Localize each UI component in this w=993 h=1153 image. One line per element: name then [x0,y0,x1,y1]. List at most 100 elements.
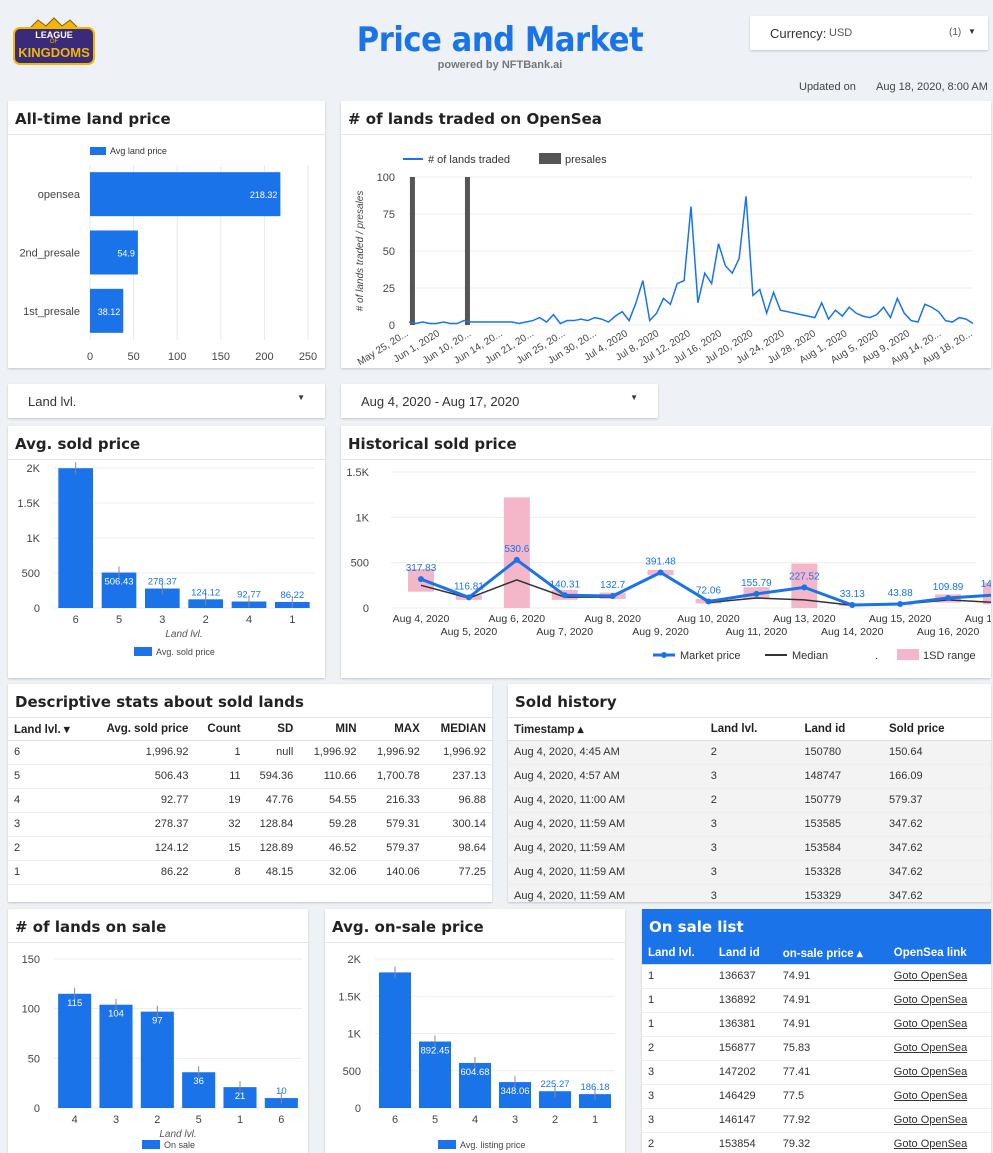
data-label: 38.12 [98,307,121,317]
x-tick-label: 0 [87,351,93,363]
table-cell[interactable]: Goto OpenSea [887,1132,991,1153]
opensea-link[interactable]: Goto OpenSea [893,1066,968,1078]
column-header[interactable]: SD [246,718,300,741]
data-label: 227.52 [789,571,820,582]
table-cell: 1 [8,860,86,885]
legend-label: On sale [164,1140,195,1150]
table-cell[interactable]: Goto OpenSea [887,988,991,1013]
x-tick-label: 6 [392,1114,398,1126]
land-lvl-filter[interactable]: Land lvl. ▼ [8,384,325,418]
x-tick-label: Aug 4, 2020 [393,613,450,625]
table-cell: 1 [194,740,247,765]
opensea-link[interactable]: Goto OpenSea [893,1114,968,1126]
opensea-link[interactable]: Goto OpenSea [893,994,968,1006]
table-cell: 5 [8,764,86,789]
opensea-link[interactable]: Goto OpenSea [893,970,968,982]
x-axis-label: Land lvl. [165,629,202,640]
legend-label: Market price [680,650,741,662]
column-header[interactable]: MAX [362,718,426,741]
column-header[interactable]: Sold price [882,718,991,741]
opensea-link[interactable]: Goto OpenSea [893,1042,968,1054]
x-tick-label: Aug 17, 2020 [965,613,991,625]
column-header[interactable]: Count [194,718,247,741]
table-cell: Aug 4, 2020, 11:59 AM [508,860,705,885]
column-header[interactable]: Land lvl. ▾ [8,718,86,741]
column-header[interactable]: MEDIAN [425,718,492,741]
table-cell: 75.83 [776,1036,888,1061]
onsale-list-title: On sale list [649,918,744,936]
column-header[interactable]: Land id [712,942,777,965]
legend-swatch [897,649,919,660]
table-cell[interactable]: Goto OpenSea [887,1012,991,1037]
table-cell: 146429 [712,1084,777,1109]
legend-label: # of lands traded [428,154,510,166]
table-cell: 579.31 [362,812,426,837]
column-header[interactable]: Timestamp ▴ [508,718,705,741]
y-tick-label: 500 [343,1066,361,1078]
column-header[interactable]: OpenSea link [887,942,991,965]
table-row: Aug 4, 2020, 11:59 AM 3 153329 347.62 [508,884,991,902]
opensea-link[interactable]: Goto OpenSea [893,1138,968,1150]
opensea-link[interactable]: Goto OpenSea [893,1090,968,1102]
date-range-filter[interactable]: Aug 4, 2020 - Aug 17, 2020 ▼ [341,384,658,418]
x-tick-label: Aug 7, 2020 [536,626,593,638]
table-cell: 347.62 [882,860,991,885]
table-cell: 3 [704,860,799,885]
x-tick-label: Aug 10, 2020 [677,613,740,625]
column-header[interactable]: Avg. sold price [86,718,195,741]
table-cell: 579.37 [882,788,991,813]
data-label: 132.7 [600,580,625,591]
table-cell: Aug 4, 2020, 4:57 AM [508,764,705,789]
table-cell[interactable]: Goto OpenSea [887,1084,991,1109]
sold-history-table: Timestamp ▴ Land lvl. Land id Sold price Au… [508,718,991,902]
table-cell: 98.64 [425,836,492,861]
table-cell[interactable]: Goto OpenSea [887,964,991,989]
currency-selector[interactable]: Currency: USD (1) ▼ [750,16,988,50]
table-cell: 3 [8,812,86,837]
avg-sold-card: Avg. sold price 0 500 1K 1.5K 2K 6 5 506.43 3 278… [8,426,325,678]
table-cell: 1,700.78 [362,764,426,789]
table-cell: 148747 [798,764,883,789]
legend-label: presales [565,154,607,166]
currency-label: Currency: [770,26,827,41]
y-tick-label: 1.5K [346,467,369,479]
table-row: 1 136637 74.91 Goto OpenSea [642,964,991,989]
updated-label: Updated on [799,81,856,93]
table-row: 3 146147 77.92 Goto OpenSea [642,1108,991,1133]
table-cell: 140.06 [362,860,426,885]
table-cell: 128.89 [246,836,300,861]
x-tick-label: 5 [196,1114,202,1126]
column-header[interactable]: on-sale price ▴ [776,942,888,965]
table-cell[interactable]: Goto OpenSea [887,1108,991,1133]
desc-card: Descriptive stats about sold lands Land … [8,684,492,902]
sold-history-card: Sold history Timestamp ▴ Land lvl. Land id… [508,684,991,902]
bar [459,1062,491,1108]
y-tick-label: 0 [363,603,369,615]
table-cell: 74.91 [776,964,888,989]
data-label: 506.43 [104,577,133,588]
table-cell[interactable]: Goto OpenSea [887,1060,991,1085]
data-label: 109.89 [933,582,964,593]
traded-chart: # of lands traded presales 0 25 50 75 100 # of … [355,153,975,368]
y-tick-label: 100 [377,172,395,184]
opensea-link[interactable]: Goto OpenSea [893,1018,968,1030]
legend-marker [661,652,667,658]
column-header[interactable]: Land lvl. [704,718,799,741]
table-cell[interactable]: Goto OpenSea [887,1036,991,1061]
table-cell: 166.09 [882,764,991,789]
bar [579,1094,611,1108]
data-label: 124.12 [191,587,220,598]
logo-line1: LEAGUE [35,30,73,40]
column-header[interactable]: MIN [299,718,363,741]
legend-swatch [142,1140,160,1149]
legend-label: 1SD range [923,650,976,662]
column-header[interactable]: Land id [798,718,883,741]
on-sale-title: # of lands on sale [15,918,167,936]
column-header[interactable]: Land lvl. [642,942,713,965]
table-cell: 59.28 [299,812,363,837]
category-label: opensea [38,189,81,201]
y-tick-label: 0 [34,1103,40,1115]
y-tick-label: 500 [22,568,40,580]
legend-label: Avg land price [110,146,167,156]
data-label: 33.13 [840,589,865,600]
